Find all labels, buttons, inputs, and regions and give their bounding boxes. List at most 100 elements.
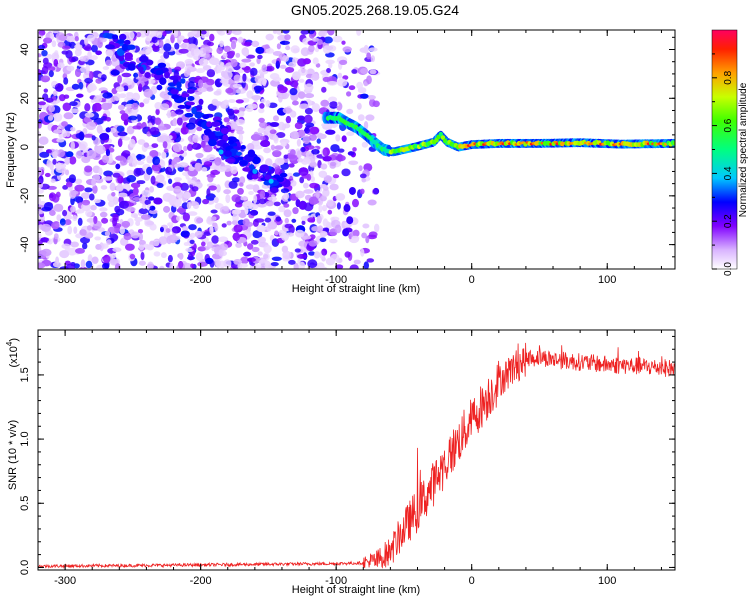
noise-blob xyxy=(174,42,180,50)
noise-blob xyxy=(296,254,308,259)
noise-blob xyxy=(303,114,313,124)
noise-blob xyxy=(138,239,146,246)
colorbar-tick-label: 0.8 xyxy=(723,70,734,84)
noise-blob xyxy=(220,79,228,84)
noise-blob xyxy=(40,75,50,83)
noise-blob xyxy=(370,55,375,63)
snr-multiplier-exp: 4 xyxy=(5,341,14,346)
noise-blob xyxy=(173,177,182,182)
noise-blob xyxy=(257,54,263,60)
spectrogram-ylabel: Frequency (Hz) xyxy=(5,112,17,188)
noise-blob xyxy=(61,121,68,127)
noise-blob xyxy=(327,30,335,36)
noise-blob xyxy=(265,158,273,167)
noise-blob xyxy=(61,50,69,55)
noise-blob xyxy=(69,101,78,107)
noise-blob xyxy=(201,167,208,172)
noise-blob xyxy=(308,134,317,141)
snr-background xyxy=(38,330,675,570)
noise-blob xyxy=(337,72,343,79)
noise-blob xyxy=(235,88,246,94)
noise-blob xyxy=(267,211,276,216)
noise-blob xyxy=(140,214,151,220)
noise-blob xyxy=(230,50,236,56)
noise-blob xyxy=(330,253,340,262)
noise-blob xyxy=(95,244,102,250)
noise-blob xyxy=(308,196,319,205)
noise-blob xyxy=(297,91,306,99)
noise-blob xyxy=(73,226,78,234)
noise-blob xyxy=(171,226,181,234)
noise-blob xyxy=(367,199,377,206)
streak-blob xyxy=(126,44,136,50)
colorbar: 0.0 0.2 0.4 0.6 0.8 Normalized spectral ampl… xyxy=(711,29,749,276)
noise-blob xyxy=(49,209,56,216)
noise-blob xyxy=(346,131,355,136)
streak-blob xyxy=(213,131,224,137)
noise-blob xyxy=(208,185,217,191)
noise-blob xyxy=(49,193,54,198)
noise-blob xyxy=(233,109,240,114)
noise-blob xyxy=(78,81,84,90)
noise-blob xyxy=(311,73,320,81)
noise-blob xyxy=(190,263,195,269)
noise-blob xyxy=(102,154,109,164)
noise-blob xyxy=(71,83,80,90)
noise-blob xyxy=(359,47,369,53)
noise-blob xyxy=(147,261,154,269)
noise-blob xyxy=(121,72,132,78)
noise-blob xyxy=(131,102,139,110)
streak-blob xyxy=(144,72,151,79)
noise-blob xyxy=(88,82,97,92)
noise-blob xyxy=(105,149,111,157)
noise-blob xyxy=(151,163,162,172)
noise-blob xyxy=(189,232,196,239)
noise-blob xyxy=(154,102,162,110)
noise-blob xyxy=(91,44,98,53)
spectrogram-frame xyxy=(37,29,676,270)
noise-blob xyxy=(71,56,79,62)
noise-blob xyxy=(308,44,315,53)
noise-blob xyxy=(348,160,359,166)
noise-blob xyxy=(67,247,78,256)
noise-blob xyxy=(202,46,213,54)
noise-blob xyxy=(321,122,330,128)
x-tick-label: -200 xyxy=(190,274,212,286)
streak-blob xyxy=(202,114,210,120)
noise-blob xyxy=(357,114,365,121)
noise-blob xyxy=(91,256,99,264)
noise-blob xyxy=(116,125,125,133)
noise-blob xyxy=(369,69,377,75)
noise-blob xyxy=(188,165,195,171)
noise-blob xyxy=(90,204,97,211)
streak-blob xyxy=(251,173,259,180)
noise-blob xyxy=(342,46,352,53)
noise-blob xyxy=(64,169,70,176)
noise-blob xyxy=(56,214,62,222)
noise-blob xyxy=(146,166,153,175)
noise-blob xyxy=(298,129,306,137)
noise-blob xyxy=(322,188,330,197)
noise-blob xyxy=(280,141,287,147)
noise-blob xyxy=(84,187,93,193)
streak-blob xyxy=(164,71,170,79)
noise-blob xyxy=(218,236,229,243)
noise-blob xyxy=(38,197,41,205)
noise-blob xyxy=(132,125,142,130)
noise-blob xyxy=(337,78,348,87)
noise-blob xyxy=(79,66,88,73)
colorbar-tick-label: 0.2 xyxy=(723,214,734,228)
noise-blob xyxy=(102,66,110,71)
noise-blob xyxy=(180,230,190,238)
noise-blob xyxy=(323,36,333,44)
y-tick-label: 0.0 xyxy=(19,560,31,575)
noise-blob xyxy=(149,127,160,136)
noise-blob xyxy=(231,177,241,183)
noise-blob xyxy=(368,47,378,52)
noise-blob xyxy=(251,95,262,101)
noise-blob xyxy=(74,184,85,192)
noise-blob xyxy=(141,189,151,198)
noise-blob xyxy=(319,184,328,189)
noise-blob xyxy=(52,90,58,97)
noise-blob xyxy=(54,83,64,92)
